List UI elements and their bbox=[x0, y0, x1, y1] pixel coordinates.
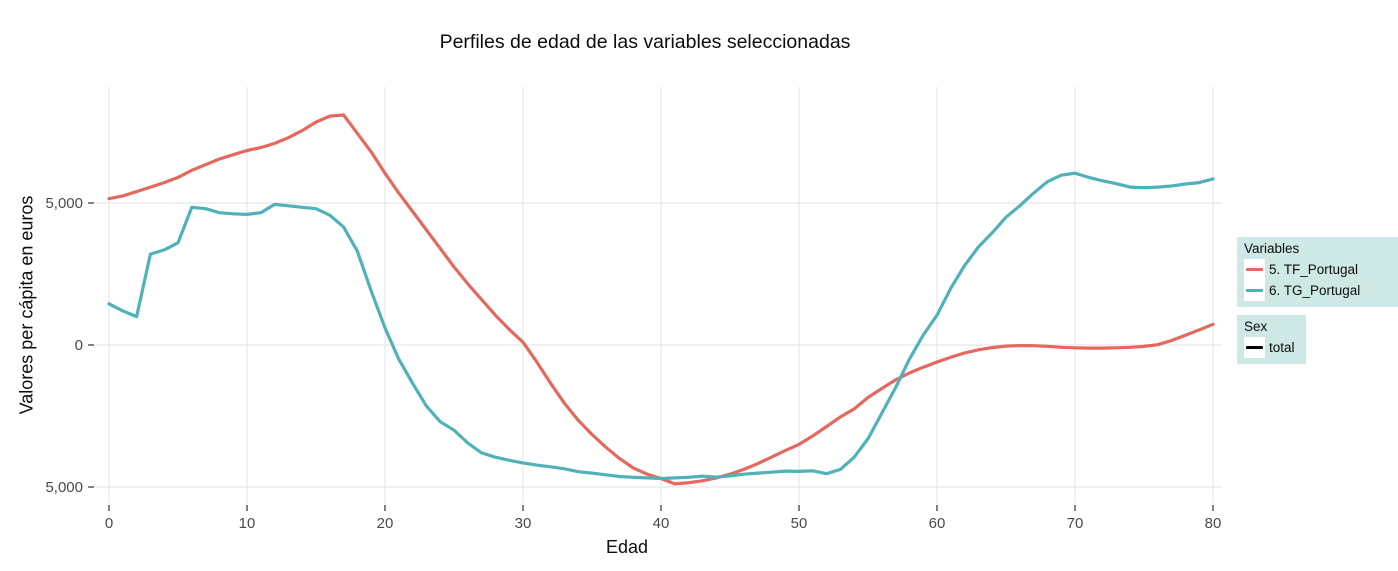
tf-portugal-key-swatch bbox=[1244, 259, 1265, 280]
x-tick-label: 30 bbox=[515, 515, 532, 532]
gridlines bbox=[96, 87, 1222, 503]
x-tick-label: 60 bbox=[929, 515, 946, 532]
legend-item-total: total bbox=[1244, 337, 1302, 358]
y-tick-label: 0 bbox=[75, 337, 83, 354]
series-line--tg-portugal bbox=[107, 171, 1215, 481]
y-tick-label: 5,000 bbox=[45, 479, 83, 496]
legend-variables: Variables 5. TF_Portugal 6. TG_Portugal bbox=[1237, 237, 1398, 307]
x-axis-title: Edad bbox=[605, 537, 649, 557]
chart-title: Perfiles de edad de las variables selecc… bbox=[439, 31, 851, 53]
legend-item-label: 5. TF_Portugal bbox=[1269, 262, 1359, 277]
y-tick-label: 5,000 bbox=[45, 195, 83, 212]
legend-sex: Sex total bbox=[1237, 315, 1306, 364]
legend-item-label: 6. TG_Portugal bbox=[1269, 283, 1361, 298]
x-tick-labels: 0 10 20 30 40 50 60 70 80 bbox=[105, 515, 1222, 532]
legend-item-label: total bbox=[1269, 340, 1295, 355]
x-tick-label: 80 bbox=[1205, 515, 1222, 532]
total-key-swatch bbox=[1244, 337, 1265, 358]
total-line-icon bbox=[1246, 346, 1263, 349]
tg-portugal-key-swatch bbox=[1244, 280, 1265, 301]
x-tick-label: 0 bbox=[105, 515, 113, 532]
tf-portugal-line-icon bbox=[1246, 268, 1263, 271]
legend-item-tg-portugal: 6. TG_Portugal bbox=[1244, 280, 1394, 301]
x-tick-label: 20 bbox=[377, 515, 394, 532]
legend-sex-title: Sex bbox=[1244, 319, 1268, 334]
x-tick-label: 70 bbox=[1067, 515, 1084, 532]
axis-ticks bbox=[88, 202, 1214, 511]
legend-item-tf-portugal: 5. TF_Portugal bbox=[1244, 259, 1394, 280]
tg-portugal-line-icon bbox=[1246, 289, 1263, 292]
x-tick-label: 40 bbox=[653, 515, 670, 532]
y-tick-labels: 5,000 0 5,000 bbox=[45, 195, 83, 496]
x-tick-label: 10 bbox=[239, 515, 256, 532]
x-tick-label: 50 bbox=[791, 515, 808, 532]
legend-variables-title: Variables bbox=[1244, 241, 1300, 256]
y-axis-title: Valores per cápita en euros bbox=[16, 195, 37, 415]
